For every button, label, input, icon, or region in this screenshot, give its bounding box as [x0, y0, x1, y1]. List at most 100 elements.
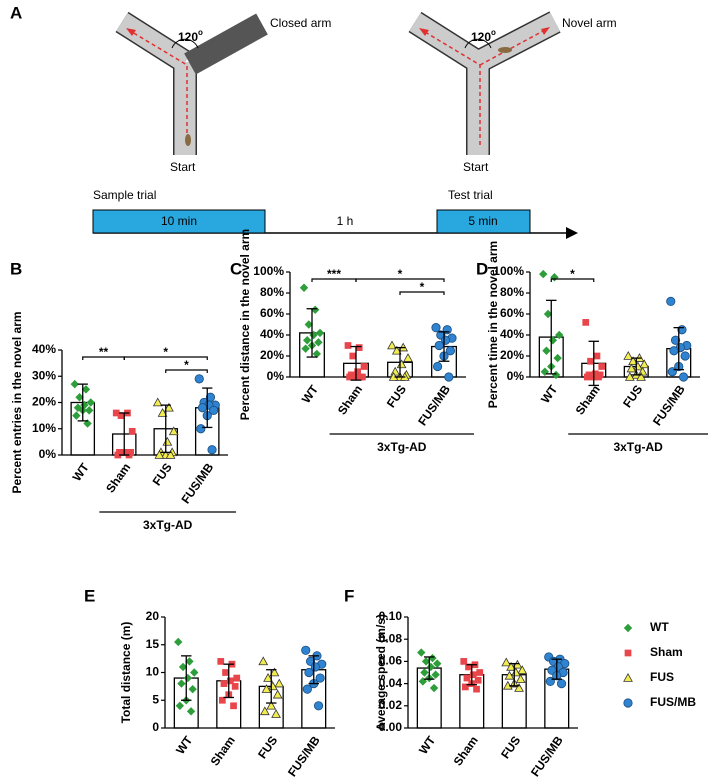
- point: [86, 398, 95, 407]
- panel-label: D: [476, 259, 488, 278]
- y-tick-label: 0.00: [379, 720, 403, 734]
- x-tick-label: FUS: [498, 734, 523, 762]
- error-bar: [438, 331, 450, 362]
- x-tick-label: FUS/MB: [178, 460, 216, 506]
- point: [117, 412, 125, 419]
- point: [344, 342, 352, 349]
- point: [75, 393, 84, 402]
- angle-label: 120o: [471, 28, 496, 44]
- point: [301, 344, 310, 353]
- panel-a: A 120o Closed arm Start: [10, 3, 617, 239]
- x-tick-label: WT: [538, 382, 561, 406]
- point: [473, 685, 480, 693]
- legend-marker: [623, 698, 633, 708]
- sample-box: [92, 209, 266, 234]
- x-tick-label: FUS/MB: [285, 733, 323, 779]
- point: [551, 370, 561, 380]
- point: [598, 363, 606, 370]
- point: [152, 397, 163, 407]
- legend-marker: [623, 623, 633, 633]
- legend-label: Sham: [650, 645, 683, 659]
- point: [304, 320, 313, 329]
- significance-label: *: [398, 267, 403, 281]
- point: [465, 663, 472, 671]
- point: [315, 328, 325, 338]
- panel-label: C: [230, 259, 242, 278]
- error-bar: [223, 663, 234, 699]
- point: [165, 449, 176, 459]
- y-tick-label: 0.02: [379, 698, 403, 712]
- point: [444, 372, 454, 382]
- point: [309, 330, 318, 340]
- error-bar: [466, 664, 477, 686]
- point: [197, 403, 208, 413]
- point: [178, 662, 188, 672]
- significance-label: **: [99, 345, 109, 359]
- closed-arm-label: Closed arm: [270, 16, 331, 30]
- point: [217, 658, 225, 665]
- x-tick-label: Sham: [103, 461, 133, 496]
- point: [461, 683, 469, 691]
- point: [628, 356, 638, 366]
- point: [583, 373, 591, 381]
- angle: 120: [471, 30, 491, 44]
- point: [263, 673, 273, 682]
- point: [417, 648, 426, 657]
- point: [545, 676, 555, 686]
- point: [420, 668, 429, 677]
- point: [266, 700, 277, 710]
- point: [349, 352, 357, 360]
- group-label: 3xTg-AD: [377, 440, 427, 454]
- point: [403, 353, 413, 362]
- point: [432, 361, 443, 372]
- point: [678, 372, 689, 382]
- x-tick-label: FUS/MB: [528, 733, 566, 779]
- x-tick-label: Sham: [335, 383, 365, 418]
- y-tick-label: 40%: [260, 327, 284, 341]
- test-box: [436, 209, 531, 234]
- error-bar: [202, 387, 213, 429]
- y-tick-label: 10%: [32, 421, 56, 435]
- y-tick-label: 0.08: [379, 631, 403, 645]
- error-bar: [181, 655, 192, 701]
- point: [433, 659, 442, 668]
- point: [194, 374, 204, 384]
- point: [196, 424, 206, 434]
- point: [539, 269, 548, 279]
- legend-marker: [624, 649, 632, 657]
- point: [593, 352, 601, 360]
- error-bar: [266, 669, 277, 704]
- significance-bracket: [355, 278, 445, 282]
- y-tick-label: 0.04: [379, 676, 403, 690]
- y-axis-label: Percent distance in the novel arm: [238, 229, 252, 420]
- point: [463, 674, 471, 682]
- y-tick-label: 60%: [500, 306, 524, 320]
- sample-trial-label: Sample trial: [93, 188, 156, 202]
- y-tick-label: 15: [146, 637, 160, 651]
- y-tick-label: 40%: [32, 342, 56, 356]
- error-bar: [631, 357, 642, 376]
- error-bar: [551, 658, 562, 680]
- y-tick-label: 20%: [32, 395, 56, 409]
- error-bar: [424, 656, 435, 680]
- point: [555, 330, 564, 340]
- y-axis-label: Average speed (m/s): [374, 614, 388, 731]
- point: [587, 357, 594, 365]
- interval: 1 h: [337, 214, 354, 228]
- x-tick-label: FUS/MB: [415, 382, 453, 428]
- point: [72, 411, 81, 420]
- significance-label: *: [184, 358, 189, 372]
- point: [595, 373, 602, 381]
- point: [624, 371, 635, 381]
- point: [299, 283, 309, 292]
- point: [346, 373, 353, 381]
- test-duration: 5 min: [468, 214, 497, 228]
- y-tick-label: 30%: [32, 368, 56, 382]
- point: [162, 436, 173, 446]
- legend-label: FUS: [650, 670, 674, 684]
- point: [259, 706, 270, 716]
- point: [207, 445, 217, 455]
- y-tick-label: 20%: [260, 348, 284, 362]
